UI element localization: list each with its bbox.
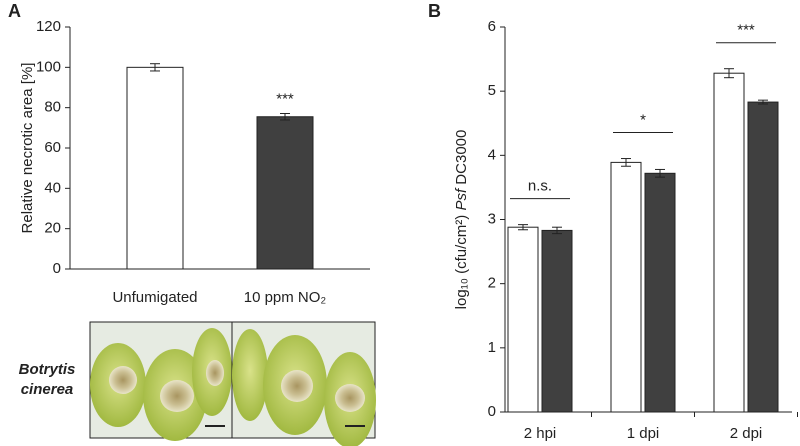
bar <box>256 116 314 270</box>
x-tick-label: 2 hpi <box>524 425 557 442</box>
leaf-photo <box>89 321 376 446</box>
error-bar <box>150 63 160 72</box>
y-tick-label: 2 <box>488 275 496 292</box>
bar <box>644 172 676 413</box>
y-tick-label: 60 <box>44 139 61 156</box>
image-label: Botrytis <box>19 361 76 378</box>
error-bar <box>724 68 734 79</box>
y-tick-label: 80 <box>44 99 61 116</box>
y-tick-label: 5 <box>488 82 496 99</box>
y-tick-label: 40 <box>44 179 61 196</box>
bar <box>713 72 745 413</box>
y-axis-label-part: Psf <box>453 187 470 211</box>
bar <box>610 161 642 413</box>
x-tick-label: 1 dpi <box>627 425 660 442</box>
y-tick-label: 120 <box>36 18 61 35</box>
panel-label: B <box>428 1 441 21</box>
x-tick-label: Unfumigated <box>112 289 197 306</box>
y-axis-label: log₁₀ (cfu/cm²) Psf DC3000 <box>453 130 470 310</box>
y-axis-label: Relative necrotic area [%] <box>19 63 36 234</box>
error-bar <box>552 226 562 235</box>
image-label: cinerea <box>21 381 74 398</box>
error-bar <box>621 158 631 167</box>
y-tick-label: 3 <box>488 210 496 227</box>
x-tick-label: 2 dpi <box>730 425 763 442</box>
y-tick-label: 0 <box>488 403 496 420</box>
y-tick-label: 20 <box>44 220 61 237</box>
x-tick-label: 10 ppm NO₂ <box>244 289 327 306</box>
y-axis-label-part: log₁₀ (cfu/cm²) <box>453 211 470 310</box>
y-axis-label-part: DC3000 <box>453 130 470 189</box>
y-tick-label: 1 <box>488 339 496 356</box>
y-tick-label: 6 <box>488 18 496 35</box>
y-tick-label: 100 <box>36 58 61 75</box>
panel-label: A <box>8 1 21 21</box>
error-bar <box>280 113 290 121</box>
bar <box>126 66 184 270</box>
bar <box>507 226 539 413</box>
bar <box>541 229 573 413</box>
error-bar <box>758 99 768 105</box>
error-bar <box>655 168 665 178</box>
bar <box>747 101 779 413</box>
significance: *** <box>737 22 755 39</box>
significance: * <box>640 112 646 129</box>
significance: n.s. <box>528 178 552 195</box>
y-tick-label: 4 <box>488 146 496 163</box>
y-tick-label: 0 <box>53 260 61 277</box>
error-bar <box>518 224 528 231</box>
significance: *** <box>276 90 294 107</box>
